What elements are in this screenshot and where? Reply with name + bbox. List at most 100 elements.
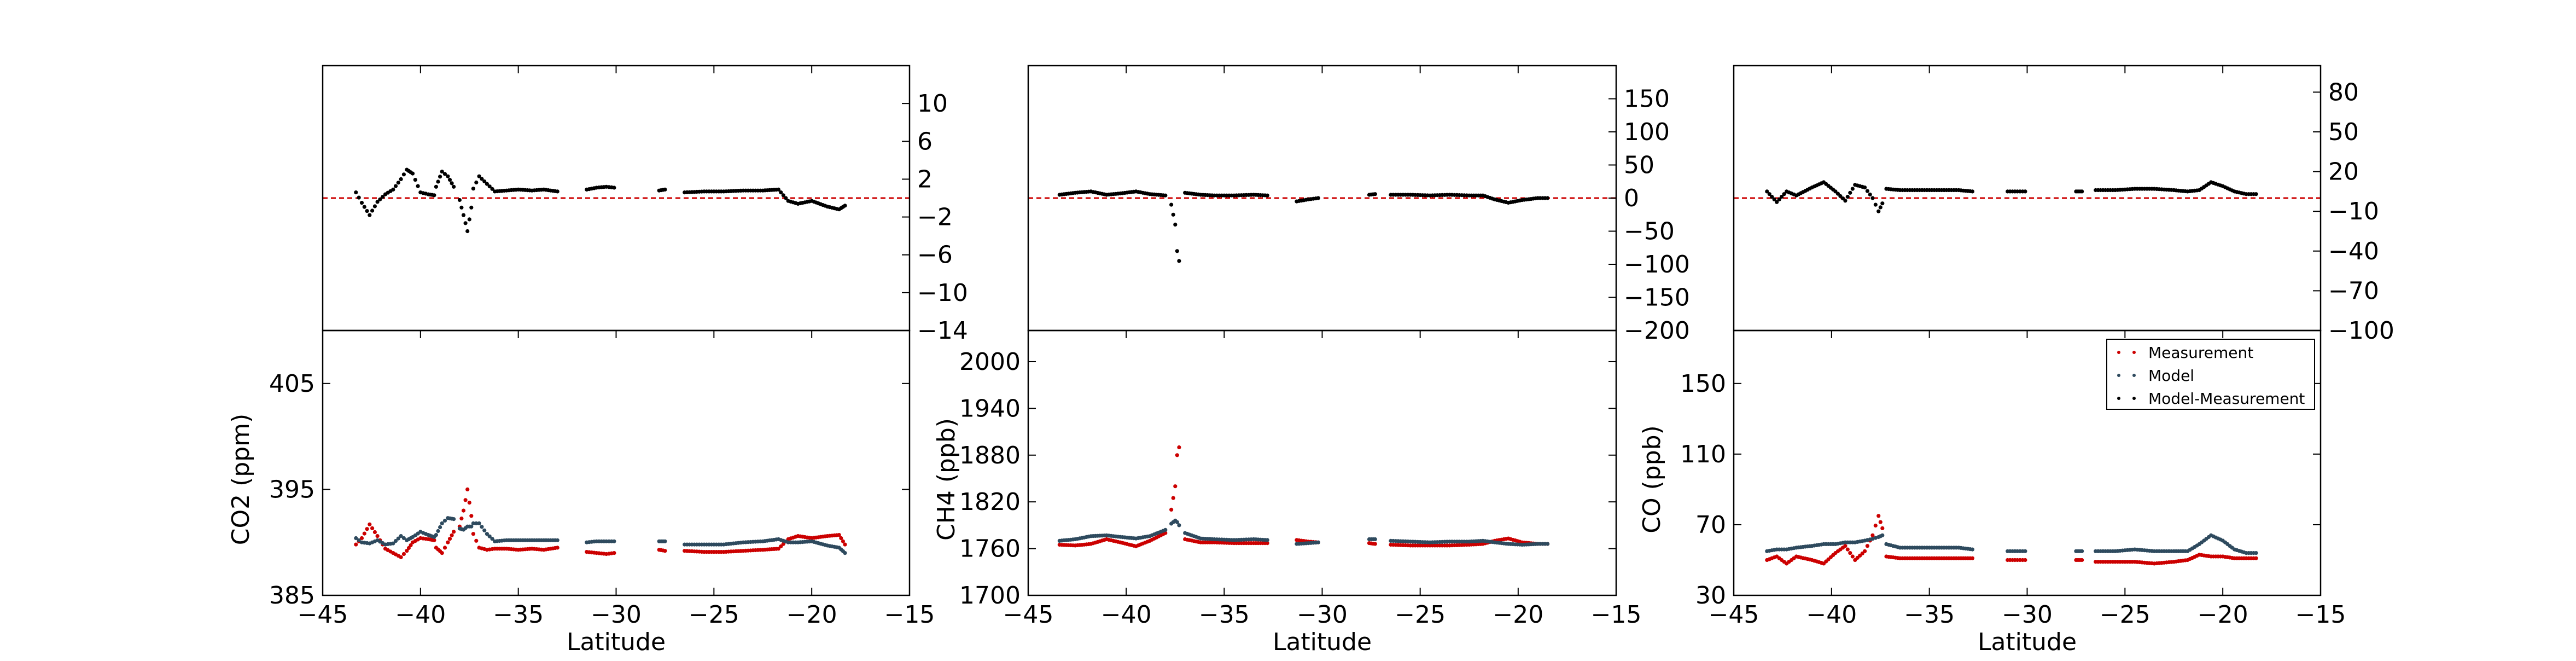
- data-point: [1373, 192, 1377, 196]
- y-ticks: −200 −150 −100 −50 0 50 100 150: [1608, 85, 1690, 345]
- data-point: [436, 529, 440, 534]
- data-point: [781, 542, 785, 546]
- data-point: [1833, 189, 1838, 194]
- x-tick-label: −20: [2198, 601, 2248, 629]
- y-tick-label: 50: [2328, 118, 2359, 146]
- data-point: [459, 517, 464, 521]
- data-point: [375, 200, 380, 204]
- data-point: [612, 185, 616, 190]
- data-point: [365, 209, 369, 213]
- data-point: [474, 180, 479, 185]
- data-point: [442, 546, 447, 550]
- data-point: [779, 544, 783, 549]
- legend-marker: [2132, 351, 2136, 354]
- data-point: [1171, 212, 1175, 217]
- data-point: [612, 539, 616, 543]
- panel-ch4-difference: −200 −150 −100 −50 0 50 100 150: [1027, 65, 1690, 345]
- data-point: [1177, 523, 1181, 527]
- data-point: [1970, 547, 1974, 552]
- data-point: [1169, 507, 1174, 512]
- data-point: [410, 171, 415, 176]
- data-point: [396, 181, 400, 185]
- data-point: [452, 530, 456, 534]
- data-point: [2254, 556, 2258, 560]
- data-point: [416, 184, 420, 188]
- x-ticks: −45 −40 −35 −30 −25 −20 −15: [298, 330, 935, 629]
- panel-co-concentration: 30 70 110 150 −45 −40 −35 −30 −25 −20 −15 Latitude C…: [1638, 329, 2346, 656]
- y-ticks: 1700 1760 1820 1880 1940 2000: [959, 348, 1616, 610]
- data-point: [1863, 185, 1867, 190]
- series-model: [354, 516, 847, 555]
- data-point: [401, 172, 406, 177]
- y-axis-label: CO2 (ppm): [227, 414, 255, 545]
- data-point: [457, 198, 462, 202]
- data-point: [843, 542, 847, 547]
- data-point: [474, 538, 479, 543]
- data-point: [839, 536, 843, 541]
- data-point: [1873, 523, 1878, 528]
- data-point: [1870, 533, 1875, 537]
- data-point: [450, 533, 454, 537]
- y-tick-label: 1820: [959, 488, 1021, 516]
- data-point: [776, 547, 780, 551]
- y-tick-label: −10: [2328, 198, 2379, 225]
- data-point: [474, 521, 479, 526]
- x-tick-label: −40: [1101, 601, 1152, 629]
- data-point: [1163, 527, 1168, 532]
- data-point: [776, 187, 780, 192]
- data-point: [1848, 551, 1852, 555]
- y-tick-label: 110: [1680, 440, 1726, 468]
- data-point: [372, 530, 377, 535]
- series-model-measurement: [1057, 189, 1550, 263]
- data-point: [372, 204, 377, 208]
- data-point: [1173, 484, 1178, 489]
- x-tick-label: −40: [1806, 601, 1857, 629]
- data-point: [1265, 193, 1269, 198]
- data-point: [461, 508, 466, 513]
- data-point: [461, 213, 466, 217]
- data-point: [555, 189, 560, 194]
- data-point: [381, 195, 385, 199]
- data-point: [1175, 453, 1179, 457]
- x-axis-label: Latitude: [567, 628, 666, 656]
- series-model-measurement: [354, 167, 847, 234]
- data-point: [436, 179, 440, 184]
- data-point: [784, 196, 788, 200]
- data-point: [469, 205, 474, 210]
- data-point: [438, 525, 442, 530]
- data-point: [1177, 445, 1181, 450]
- data-point: [362, 205, 366, 209]
- data-point: [1373, 542, 1377, 546]
- data-point: [487, 534, 492, 538]
- data-point: [1546, 196, 1550, 200]
- y-ticks: −14 −10 −6 −2 2 6 10: [902, 90, 968, 345]
- y-tick-label: −150: [1624, 284, 1690, 312]
- x-tick-label: −35: [1199, 601, 1250, 629]
- legend-frame: [2106, 339, 2315, 410]
- data-point: [663, 539, 667, 543]
- y-tick-label: −100: [2328, 317, 2394, 345]
- data-point: [434, 533, 439, 537]
- x-axis-label: Latitude: [1273, 628, 1372, 656]
- data-point: [1863, 549, 1867, 553]
- data-point: [469, 524, 474, 529]
- data-point: [440, 170, 444, 174]
- data-point: [1169, 202, 1174, 207]
- legend-marker: [2132, 397, 2136, 400]
- y-tick-label: 1760: [959, 535, 1021, 563]
- y-tick-label: 150: [1624, 85, 1670, 113]
- data-point: [843, 551, 847, 555]
- data-point: [1880, 526, 1885, 531]
- data-point: [841, 539, 845, 543]
- legend-label: Model-Measurement: [2148, 390, 2305, 408]
- data-point: [1163, 193, 1168, 198]
- data-point: [465, 229, 470, 234]
- y-tick-label: 405: [269, 370, 315, 398]
- data-point: [1870, 196, 1875, 200]
- legend-marker: [2132, 374, 2136, 377]
- data-point: [612, 551, 616, 555]
- data-point: [399, 534, 403, 538]
- x-tick-label: −35: [493, 601, 544, 629]
- panel-co2-concentration: 385 395 405 −45 −40 −35 −30 −25 −20 −15 Latitude CO…: [227, 329, 935, 656]
